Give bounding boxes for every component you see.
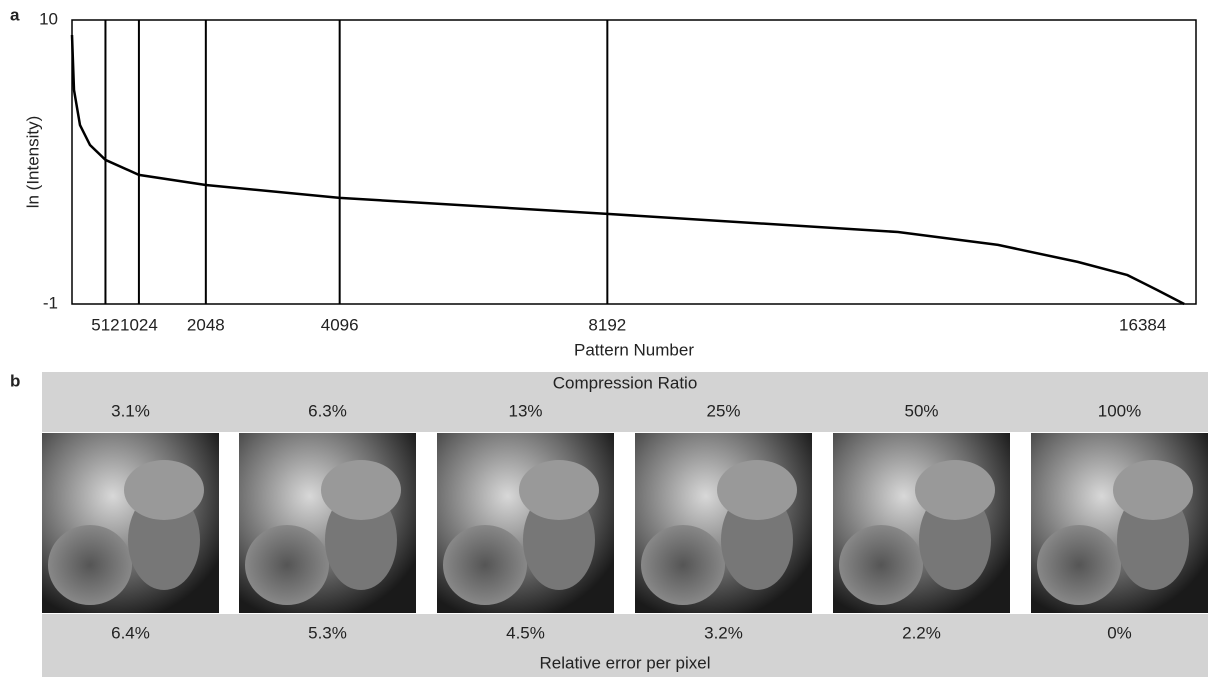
- panel-label: a: [10, 5, 20, 24]
- image-ball: [641, 525, 725, 605]
- figure: a b Pattern Number ln (Intensity) Compre…: [0, 0, 1208, 677]
- image-helmet: [321, 460, 401, 520]
- image-ball: [443, 525, 527, 605]
- ratio-label: 6.3%: [308, 401, 347, 420]
- image-helmet: [1113, 460, 1193, 520]
- ratio-label: 100%: [1098, 401, 1141, 420]
- data-line: [72, 35, 1184, 304]
- x-tick-label: 512: [91, 315, 119, 334]
- image-helmet: [124, 460, 204, 520]
- table-title: Compression Ratio: [553, 373, 698, 392]
- ratio-label: 25%: [706, 401, 740, 420]
- image-ball: [48, 525, 132, 605]
- x-tick-label: 16384: [1119, 315, 1166, 334]
- table-footer: Relative error per pixel: [539, 653, 710, 672]
- error-label: 6.4%: [111, 623, 150, 642]
- plot-frame: [72, 20, 1196, 304]
- x-axis-label: Pattern Number: [574, 340, 694, 359]
- y-tick-label: -1: [43, 293, 58, 312]
- error-label: 5.3%: [308, 623, 347, 642]
- y-tick-label: 10: [39, 9, 58, 28]
- x-tick-label: 2048: [187, 315, 225, 334]
- x-tick-label: 4096: [321, 315, 359, 334]
- image-helmet: [519, 460, 599, 520]
- panel-label: b: [10, 371, 20, 390]
- image-ball: [1037, 525, 1121, 605]
- x-tick-label: 8192: [588, 315, 626, 334]
- ratio-label: 50%: [904, 401, 938, 420]
- error-label: 3.2%: [704, 623, 743, 642]
- ratio-label: 3.1%: [111, 401, 150, 420]
- y-axis-label: ln (Intensity): [23, 116, 42, 209]
- ratio-label: 13%: [508, 401, 542, 420]
- error-label: 0%: [1107, 623, 1132, 642]
- error-label: 2.2%: [902, 623, 941, 642]
- x-tick-label: 1024: [120, 315, 158, 334]
- image-ball: [245, 525, 329, 605]
- image-helmet: [915, 460, 995, 520]
- image-ball: [839, 525, 923, 605]
- error-label: 4.5%: [506, 623, 545, 642]
- image-helmet: [717, 460, 797, 520]
